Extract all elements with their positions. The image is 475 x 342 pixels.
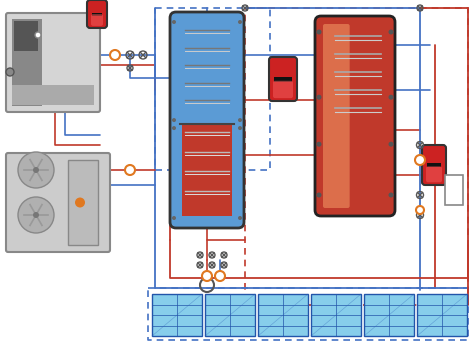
Bar [445,175,463,205]
Bar [205,294,255,336]
Circle shape [389,142,393,147]
FancyBboxPatch shape [269,57,297,101]
Bar [12,85,94,105]
Bar [258,294,308,336]
Circle shape [316,142,322,147]
FancyBboxPatch shape [170,12,244,228]
Circle shape [416,206,424,214]
FancyBboxPatch shape [422,145,446,185]
Circle shape [172,216,176,220]
Circle shape [172,20,176,24]
Circle shape [238,20,242,24]
Circle shape [18,197,54,233]
Circle shape [389,95,393,100]
FancyBboxPatch shape [273,81,293,98]
Bar [12,19,42,106]
Circle shape [110,50,120,60]
Circle shape [125,165,135,175]
FancyBboxPatch shape [87,0,107,28]
Circle shape [316,29,322,35]
Circle shape [316,193,322,197]
Circle shape [238,126,242,130]
Bar [152,294,202,336]
Circle shape [33,167,39,173]
Circle shape [238,118,242,122]
Bar [427,163,441,167]
Circle shape [18,152,54,188]
Circle shape [172,118,176,122]
FancyBboxPatch shape [323,24,350,208]
Bar [364,294,414,336]
Circle shape [316,95,322,100]
Bar [311,294,361,336]
Circle shape [389,193,393,197]
Bar [14,21,38,51]
Circle shape [238,216,242,220]
FancyBboxPatch shape [426,167,442,182]
Circle shape [6,68,14,76]
Circle shape [202,271,212,281]
Circle shape [215,271,225,281]
Bar [182,124,232,216]
Bar [274,77,292,82]
Bar [417,294,467,336]
Circle shape [172,126,176,130]
FancyBboxPatch shape [6,13,100,112]
Circle shape [389,29,393,35]
Bar [68,160,98,245]
FancyBboxPatch shape [6,153,110,252]
Circle shape [75,197,85,208]
Circle shape [35,32,41,38]
Circle shape [415,155,425,165]
Circle shape [33,212,39,218]
FancyBboxPatch shape [315,16,395,216]
Bar [92,13,102,15]
FancyBboxPatch shape [91,14,103,26]
